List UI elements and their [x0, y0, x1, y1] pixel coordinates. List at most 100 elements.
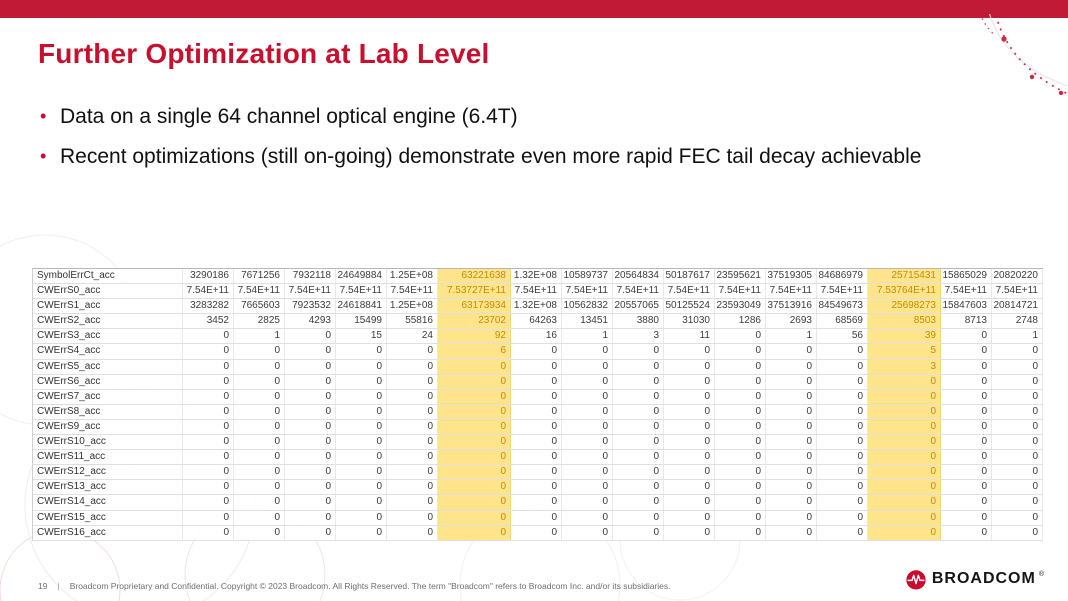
table-cell: 7.54E+11 [234, 284, 285, 299]
table-cell: 84549673 [817, 299, 868, 314]
broadcom-logo: BROADCOM ® [905, 568, 1046, 590]
table-cell: 0 [766, 450, 817, 465]
table-row: CWErrS4_acc 0 0 0 0 0 6 0 0 0 0 0 0 0 5 0 0 [33, 344, 1043, 360]
table-cell: 2748 [992, 314, 1043, 329]
page-number: 19 [38, 581, 48, 591]
table-cell: 50125524 [664, 299, 715, 314]
table-cell: 0 [766, 404, 817, 419]
table-cell: 0 [387, 435, 438, 450]
table-cell: 0 [234, 465, 285, 480]
table-cell: 24618841 [336, 299, 387, 314]
table-cell: 7665603 [234, 299, 285, 314]
table-cell: 0 [336, 404, 387, 419]
table-cell-highlighted: 0 [438, 525, 511, 540]
table-cell: 0 [664, 344, 715, 359]
table-cell: 0 [715, 480, 766, 495]
table-row-label: CWErrS6_acc [33, 374, 183, 389]
table-cell: 0 [613, 374, 664, 389]
table-cell: 7.54E+11 [387, 284, 438, 299]
table-cell: 0 [387, 465, 438, 480]
table-cell-highlighted: 0 [868, 389, 941, 404]
table-row: CWErrS9_acc 0 0 0 0 0 0 0 0 0 0 0 0 0 0 0 0 [33, 419, 1043, 436]
table-cell: 0 [941, 510, 992, 525]
table-cell-highlighted: 39 [868, 329, 941, 344]
table-cell: 68569 [817, 314, 868, 329]
table-cell: 7.54E+11 [336, 284, 387, 299]
table-cell: 0 [992, 450, 1043, 465]
table-cell: 3290186 [183, 269, 234, 284]
table-cell: 0 [766, 359, 817, 374]
table-cell: 0 [387, 495, 438, 510]
table-cell: 0 [664, 495, 715, 510]
footer: 19 | Broadcom Proprietary and Confidenti… [38, 581, 671, 591]
table-cell: 0 [387, 510, 438, 525]
table-cell: 0 [511, 389, 562, 404]
table-cell: 0 [992, 465, 1043, 480]
table-cell: 0 [183, 480, 234, 495]
table-cell-highlighted: 92 [438, 329, 511, 344]
table-cell: 0 [285, 465, 336, 480]
table-cell: 0 [336, 495, 387, 510]
table-row-label: CWErrS8_acc [33, 404, 183, 419]
table-cell: 0 [234, 525, 285, 540]
table-cell: 0 [941, 359, 992, 374]
table-cell: 0 [511, 344, 562, 359]
table-cell: 0 [387, 525, 438, 540]
table-cell: 0 [234, 480, 285, 495]
table-cell: 0 [766, 389, 817, 404]
table-cell: 0 [336, 480, 387, 495]
table-cell: 2693 [766, 314, 817, 329]
table-cell: 31030 [664, 314, 715, 329]
table-row: CWErrS2_acc 3452 2825 4293 15499 55816 23702 64… [33, 314, 1043, 330]
table-cell: 0 [992, 404, 1043, 419]
table-cell: 0 [613, 344, 664, 359]
table-row: CWErrS11_acc 0 0 0 0 0 0 0 0 0 0 0 0 0 0 0 0 [33, 450, 1043, 466]
table-row-label: CWErrS0_acc [33, 284, 183, 299]
table-row: CWErrS5_acc 0 0 0 0 0 0 0 0 0 0 0 0 0 3 0 0 [33, 359, 1043, 375]
table-cell: 0 [511, 435, 562, 450]
table-cell: 0 [766, 374, 817, 389]
table-row: CWErrS12_acc 0 0 0 0 0 0 0 0 0 0 0 0 0 0 0 0 [33, 465, 1043, 481]
table-row-label: CWErrS9_acc [33, 419, 183, 435]
table-cell: 0 [336, 525, 387, 540]
table-cell: 0 [613, 495, 664, 510]
table-row: CWErrS0_acc 7.54E+11 7.54E+11 7.54E+11 7.54E… [33, 284, 1043, 300]
table-cell: 0 [817, 404, 868, 419]
table-row-label: SymbolErrCt_acc [33, 269, 183, 284]
broadcom-pulse-icon [906, 570, 926, 590]
table-cell: 0 [285, 525, 336, 540]
table-cell: 0 [183, 359, 234, 374]
bullet-item: Data on a single 64 channel optical engi… [38, 102, 1038, 131]
table-cell: 0 [234, 435, 285, 450]
table-cell: 0 [992, 495, 1043, 510]
table-cell: 0 [817, 344, 868, 359]
table-cell: 16 [511, 329, 562, 344]
table-cell: 0 [511, 480, 562, 495]
table-cell: 0 [511, 510, 562, 525]
table-cell: 0 [715, 435, 766, 450]
table-cell: 0 [562, 495, 613, 510]
table-cell: 0 [511, 525, 562, 540]
table-cell: 0 [941, 435, 992, 450]
table-row-label: CWErrS12_acc [33, 465, 183, 480]
table-cell: 8713 [941, 314, 992, 329]
table-cell: 0 [234, 374, 285, 389]
table-cell-highlighted: 0 [868, 450, 941, 465]
table-cell: 0 [613, 419, 664, 435]
table-cell: 13451 [562, 314, 613, 329]
table-cell: 0 [664, 359, 715, 374]
table-cell-highlighted: 0 [868, 480, 941, 495]
table-cell-highlighted: 0 [438, 480, 511, 495]
table-cell: 0 [613, 480, 664, 495]
table-cell: 0 [336, 510, 387, 525]
table-cell: 0 [285, 374, 336, 389]
data-table: SymbolErrCt_acc 3290186 7671256 7932118 2464… [32, 268, 1043, 541]
table-row: SymbolErrCt_acc 3290186 7671256 7932118 2464… [33, 269, 1043, 285]
table-cell: 0 [992, 435, 1043, 450]
table-row-label: CWErrS14_acc [33, 495, 183, 510]
table-cell: 0 [511, 465, 562, 480]
table-cell: 7.54E+11 [941, 284, 992, 299]
table-cell: 0 [511, 374, 562, 389]
table-cell: 0 [664, 419, 715, 435]
table-cell: 0 [715, 329, 766, 344]
